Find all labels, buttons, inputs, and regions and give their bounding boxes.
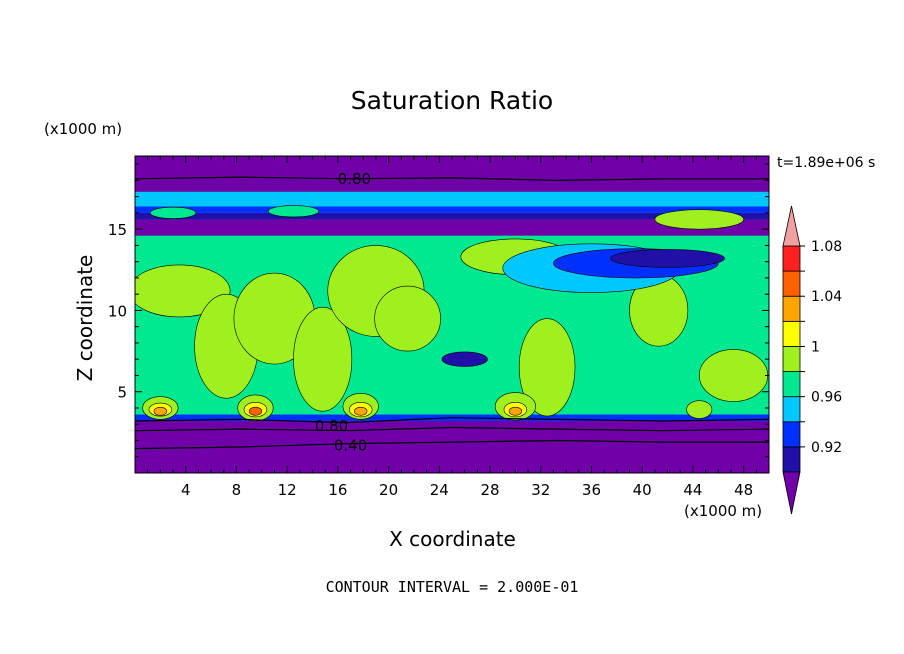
saturation-region: [686, 400, 713, 419]
colorbar-cell: [782, 396, 801, 423]
colorbar-cell: [782, 346, 801, 372]
contour-line: [135, 417, 769, 424]
saturation-region: [248, 406, 263, 416]
saturation-region: [518, 318, 576, 417]
colorbar-label: 1.08: [811, 239, 842, 255]
saturation-region: [508, 406, 523, 416]
saturation-region: [153, 406, 168, 416]
y-tick-label: 5: [117, 384, 127, 402]
y-axis-unit: (x1000 m): [44, 120, 123, 138]
saturation-band: [135, 206, 769, 213]
contour-value-label: 0.80: [338, 170, 371, 188]
colorbar-cell: [782, 270, 801, 297]
colorbar-cell: [782, 421, 801, 448]
y-tick-label: 15: [108, 221, 127, 239]
colorbar-label: 1.04: [811, 289, 842, 305]
saturation-region: [654, 209, 744, 230]
colorbar-high-triangle: [782, 205, 801, 247]
saturation-region: [135, 264, 231, 318]
colorbar-label: 1: [811, 339, 820, 355]
x-tick-label: 8: [232, 481, 242, 499]
x-axis-unit: (x1000 m): [684, 502, 763, 520]
colorbar-label: 0.96: [811, 390, 842, 406]
contour-interval-note: CONTOUR INTERVAL = 2.000E-01: [325, 578, 579, 596]
saturation-band: [135, 156, 769, 192]
contour-value-label: 0.40: [334, 436, 367, 454]
saturation-region: [267, 205, 320, 218]
x-tick-label: 28: [480, 481, 499, 499]
x-tick-label: 4: [181, 481, 191, 499]
colorbar-cell: [782, 371, 801, 398]
x-tick-label: 24: [430, 481, 449, 499]
contour-line: [135, 176, 769, 182]
time-label: t=1.89e+06 s: [777, 155, 876, 171]
contour-value-label: 0.80: [315, 417, 348, 435]
saturation-region: [354, 406, 368, 416]
contour-line: [135, 439, 769, 450]
x-axis-label: X coordinate: [389, 527, 516, 551]
saturation-band: [135, 219, 769, 236]
saturation-region: [610, 249, 725, 268]
colorbar-label: 0.92: [811, 440, 842, 456]
x-tick-label: 40: [633, 481, 652, 499]
saturation-region: [293, 306, 353, 412]
saturation-region: [441, 351, 488, 367]
chart-title: Saturation Ratio: [350, 86, 554, 115]
x-tick-label: 16: [328, 481, 347, 499]
saturation-region: [374, 285, 441, 352]
colorbar-cell: [782, 446, 801, 473]
saturation-region: [698, 349, 769, 402]
x-tick-label: 44: [683, 481, 702, 499]
colorbar-cell: [782, 320, 801, 347]
saturation-band: [135, 212, 769, 220]
x-tick-label: 20: [379, 481, 398, 499]
field-layer: 0.800.800.40: [135, 156, 769, 473]
x-tick-label: 48: [734, 481, 753, 499]
x-tick-label: 32: [531, 481, 550, 499]
colorbar-cell: [782, 295, 801, 322]
y-tick-label: 10: [108, 302, 127, 320]
colorbar-low-triangle: [782, 471, 801, 515]
saturation-region: [149, 206, 197, 219]
x-tick-label: 12: [278, 481, 297, 499]
x-tick-label: 36: [582, 481, 601, 499]
colorbar-cell: [782, 245, 801, 272]
saturation-band: [135, 191, 769, 207]
contour-line: [135, 426, 769, 432]
y-axis-label: Z coordinate: [73, 254, 97, 382]
